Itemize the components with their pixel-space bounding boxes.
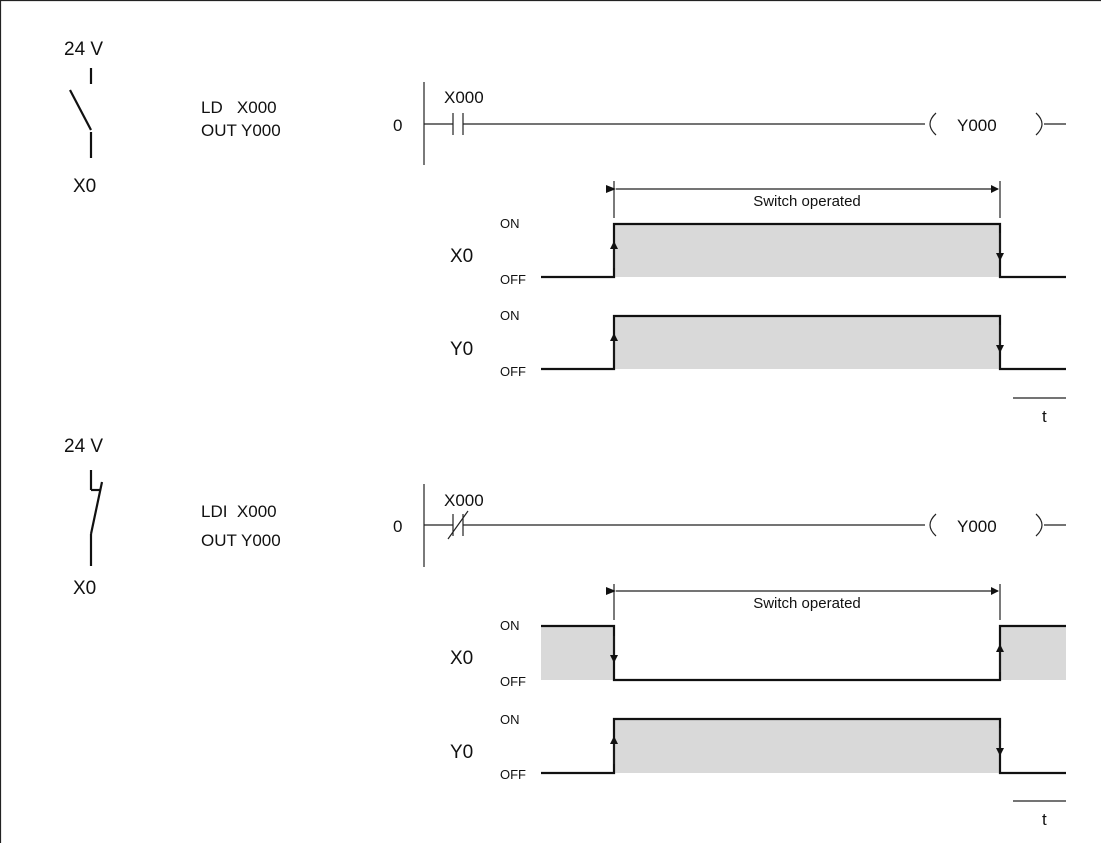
off-label: OFF bbox=[500, 674, 526, 689]
signal-waveform bbox=[541, 624, 1066, 682]
step-number: 0 bbox=[393, 517, 402, 536]
section-ldi: 24 V X0 LDI X000 OUT Y000 0 X000 Y000 Sw bbox=[64, 436, 1066, 829]
step-number: 0 bbox=[393, 116, 402, 135]
on-period-fill bbox=[614, 719, 1000, 773]
on-label: ON bbox=[500, 308, 520, 323]
span-label: Switch operated bbox=[753, 595, 861, 612]
supply-label: 24 V bbox=[64, 39, 103, 60]
instruction-line-2: OUT Y000 bbox=[201, 531, 281, 550]
timing-y0: ON OFF Y0 bbox=[450, 712, 1066, 782]
contact-label: X000 bbox=[444, 491, 484, 510]
span-label: Switch operated bbox=[753, 193, 861, 210]
normally-open-switch-icon bbox=[69, 68, 93, 158]
time-label: t bbox=[1042, 810, 1047, 829]
time-label: t bbox=[1042, 407, 1047, 426]
input-label: X0 bbox=[73, 578, 96, 599]
on-period-fill bbox=[541, 626, 614, 680]
coil-icon bbox=[929, 513, 1043, 537]
off-label: OFF bbox=[500, 272, 526, 287]
signal-waveform bbox=[541, 314, 1066, 371]
timing-x0: ON OFF X0 bbox=[450, 216, 1066, 287]
no-contact-icon bbox=[452, 113, 464, 135]
timing-x0: ON OFF X0 bbox=[450, 618, 1066, 689]
off-label: OFF bbox=[500, 767, 526, 782]
instruction-line-1: LD X000 bbox=[201, 98, 277, 117]
off-label: OFF bbox=[500, 364, 526, 379]
on-label: ON bbox=[500, 712, 520, 727]
supply-label: 24 V bbox=[64, 436, 103, 457]
timing-y0: ON OFF Y0 bbox=[450, 308, 1066, 379]
coil-label: Y000 bbox=[957, 116, 997, 135]
normally-closed-switch-icon bbox=[89, 470, 104, 566]
signal-name: X0 bbox=[450, 246, 473, 267]
on-period-fill bbox=[1000, 626, 1066, 680]
contact-label: X000 bbox=[444, 88, 484, 107]
input-label: X0 bbox=[73, 176, 96, 197]
on-label: ON bbox=[500, 216, 520, 231]
section-ld: 24 V X0 LD X000 OUT Y000 0 X000 Y000 S bbox=[64, 39, 1066, 426]
signal-name: Y0 bbox=[450, 339, 473, 360]
signal-name: Y0 bbox=[450, 742, 473, 763]
instruction-line-1: LDI X000 bbox=[201, 502, 277, 521]
coil-icon bbox=[929, 112, 1043, 136]
signal-waveform bbox=[541, 717, 1066, 775]
on-label: ON bbox=[500, 618, 520, 633]
on-period-fill bbox=[614, 224, 1000, 277]
coil-label: Y000 bbox=[957, 517, 997, 536]
on-period-fill bbox=[614, 316, 1000, 369]
signal-name: X0 bbox=[450, 648, 473, 669]
signal-waveform bbox=[541, 222, 1066, 279]
instruction-line-2: OUT Y000 bbox=[201, 121, 281, 140]
